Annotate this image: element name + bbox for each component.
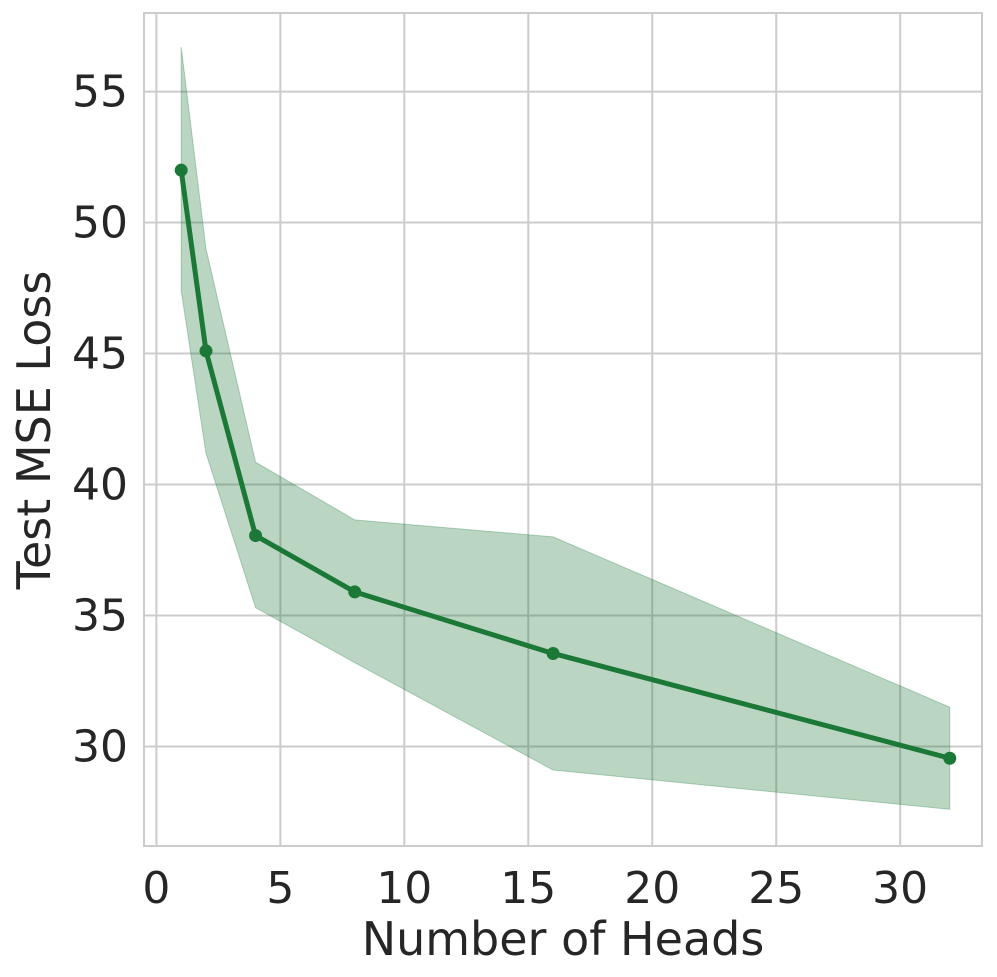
x-tick-label: 0 bbox=[142, 863, 170, 914]
series-line-layer bbox=[178, 167, 953, 761]
y-tick-label: 55 bbox=[72, 67, 128, 118]
y-tick-label: 30 bbox=[72, 721, 128, 772]
x-tick-label: 10 bbox=[376, 863, 432, 914]
data-point bbox=[199, 344, 213, 358]
y-tick-label: 45 bbox=[72, 329, 128, 380]
grid bbox=[144, 13, 982, 846]
y-axis-title: Test MSE Loss bbox=[7, 271, 61, 591]
y-tick-label: 40 bbox=[72, 460, 128, 511]
x-tick-labels: 0 5 10 15 20 25 30 bbox=[142, 863, 928, 914]
x-tick-label: 30 bbox=[872, 863, 928, 914]
data-point bbox=[546, 646, 560, 660]
x-tick-label: 15 bbox=[500, 863, 556, 914]
data-point bbox=[943, 751, 957, 765]
x-axis-title: Number of Heads bbox=[362, 912, 765, 966]
y-tick-label: 35 bbox=[72, 590, 128, 641]
data-point bbox=[174, 163, 188, 177]
series-line bbox=[178, 167, 953, 761]
plot-area bbox=[143, 12, 983, 847]
confidence-band bbox=[180, 46, 951, 810]
y-tick-labels: 30 35 40 45 50 55 bbox=[72, 67, 128, 773]
x-tick-label: 5 bbox=[266, 863, 294, 914]
x-tick-label: 20 bbox=[624, 863, 680, 914]
data-point bbox=[249, 529, 263, 543]
x-tick-label: 25 bbox=[748, 863, 804, 914]
data-point bbox=[348, 585, 362, 599]
confidence-band-layer bbox=[180, 46, 951, 810]
y-tick-label: 50 bbox=[72, 198, 128, 249]
data-point-layer bbox=[174, 163, 957, 765]
